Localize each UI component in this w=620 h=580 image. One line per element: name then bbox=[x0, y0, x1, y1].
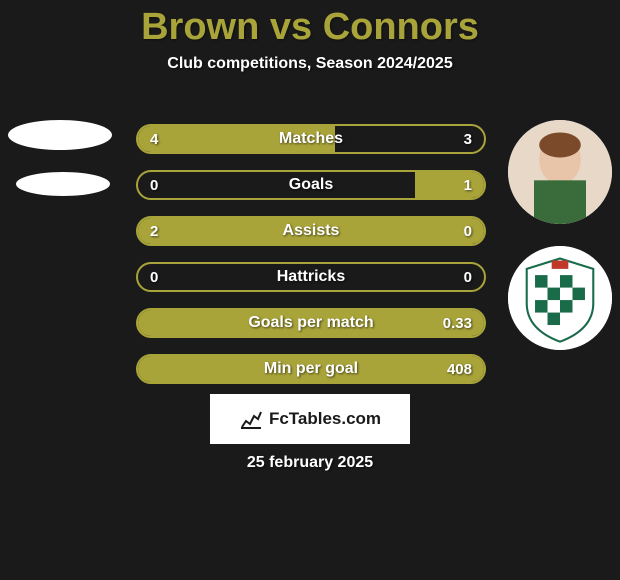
stat-row: Goals per match0.33 bbox=[136, 308, 486, 338]
left-player-column bbox=[8, 120, 112, 218]
stat-label: Min per goal bbox=[138, 356, 484, 382]
stat-label: Goals bbox=[138, 172, 484, 198]
player-silhouette-icon bbox=[8, 120, 112, 150]
stat-value-right: 3 bbox=[464, 126, 472, 152]
stat-value-right: 0 bbox=[464, 218, 472, 244]
stat-row: Min per goal408 bbox=[136, 354, 486, 384]
stat-row: 4Matches3 bbox=[136, 124, 486, 154]
subtitle: Club competitions, Season 2024/2025 bbox=[0, 55, 620, 73]
date-label: 25 february 2025 bbox=[0, 454, 620, 472]
stat-value-right: 0.33 bbox=[443, 310, 472, 336]
stat-label: Assists bbox=[138, 218, 484, 244]
stat-value-right: 0 bbox=[464, 264, 472, 290]
logo-text: FcTables.com bbox=[269, 409, 381, 429]
stats-bars: 4Matches30Goals12Assists00Hattricks0Goal… bbox=[136, 124, 486, 400]
stat-row: 2Assists0 bbox=[136, 216, 486, 246]
stat-value-right: 408 bbox=[447, 356, 472, 382]
chart-icon bbox=[239, 407, 263, 431]
page-title: Brown vs Connors bbox=[0, 0, 620, 49]
stat-label: Hattricks bbox=[138, 264, 484, 290]
source-logo: FcTables.com bbox=[210, 394, 410, 444]
club-crest-icon bbox=[508, 246, 612, 350]
stat-label: Matches bbox=[138, 126, 484, 152]
club-crest-icon bbox=[16, 172, 110, 196]
stat-row: 0Goals1 bbox=[136, 170, 486, 200]
stat-label: Goals per match bbox=[138, 310, 484, 336]
right-player-column bbox=[508, 120, 612, 372]
player-photo-icon bbox=[508, 120, 612, 224]
stat-value-right: 1 bbox=[464, 172, 472, 198]
stat-row: 0Hattricks0 bbox=[136, 262, 486, 292]
